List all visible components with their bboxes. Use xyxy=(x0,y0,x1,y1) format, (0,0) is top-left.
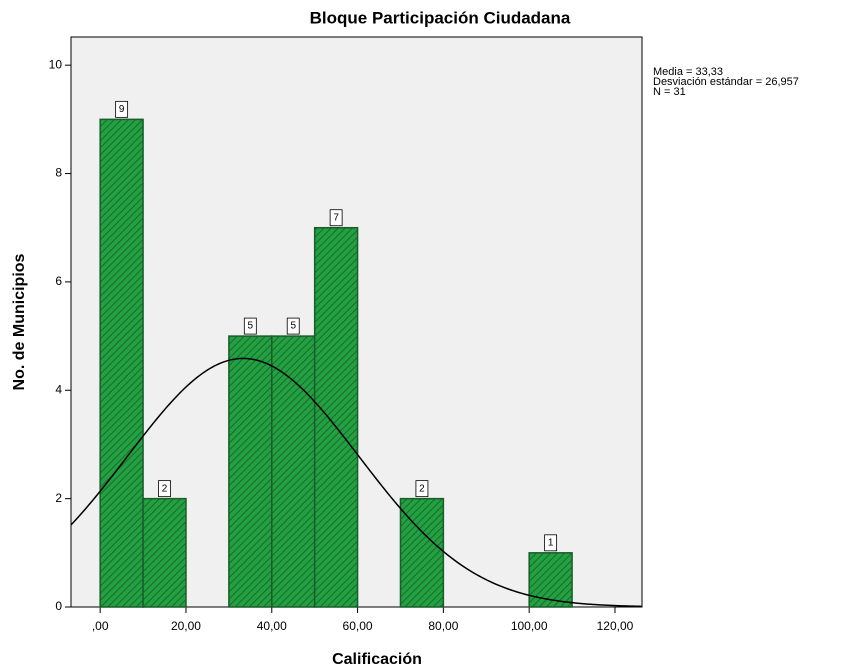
data-label-box xyxy=(544,534,558,552)
data-label-box xyxy=(286,317,300,335)
x-tick-label: 120,00 xyxy=(597,619,634,633)
data-label: 9 xyxy=(119,104,125,115)
bar xyxy=(313,226,359,608)
y-tick-label: 2 xyxy=(55,491,62,505)
data-label: 5 xyxy=(248,321,254,332)
normal-curve xyxy=(70,357,643,608)
x-tick-label: 40,00 xyxy=(257,619,287,633)
data-label-box xyxy=(158,480,171,498)
data-label-box xyxy=(115,100,129,118)
y-tick-label: 0 xyxy=(55,599,62,613)
y-axis-label: No. de Municipios xyxy=(11,253,28,390)
data-label: 7 xyxy=(333,212,339,223)
stat-text: N = 31 xyxy=(653,86,686,98)
y-tick-label: 10 xyxy=(49,57,63,71)
x-tick-label: 20,00 xyxy=(171,619,201,633)
data-label: 1 xyxy=(548,537,554,548)
chart-title: Bloque Participación Ciudadana xyxy=(310,8,571,27)
x-tick-label: 80,00 xyxy=(428,619,458,633)
data-label-box xyxy=(329,209,343,227)
data-label-box xyxy=(243,317,257,335)
bar xyxy=(228,335,273,608)
stat-text: Media = 33,33 xyxy=(653,66,723,78)
x-tick-label: ,00 xyxy=(92,619,109,633)
data-label: 5 xyxy=(290,321,296,332)
y-tick-label: 4 xyxy=(55,382,62,396)
x-tick-label: 60,00 xyxy=(343,619,373,633)
y-tick-label: 6 xyxy=(55,274,62,288)
data-label: 2 xyxy=(419,483,425,494)
bar xyxy=(528,552,573,608)
bar xyxy=(271,335,316,608)
y-tick-label: 8 xyxy=(55,166,62,180)
x-tick-label: 100,00 xyxy=(511,619,548,633)
x-axis-label: Calificación xyxy=(332,651,422,668)
bar xyxy=(142,497,187,608)
bar xyxy=(99,118,144,608)
data-label: 2 xyxy=(162,483,168,494)
stat-text: Desviación estándar = 26,957 xyxy=(653,76,799,88)
data-label-box xyxy=(415,480,429,498)
